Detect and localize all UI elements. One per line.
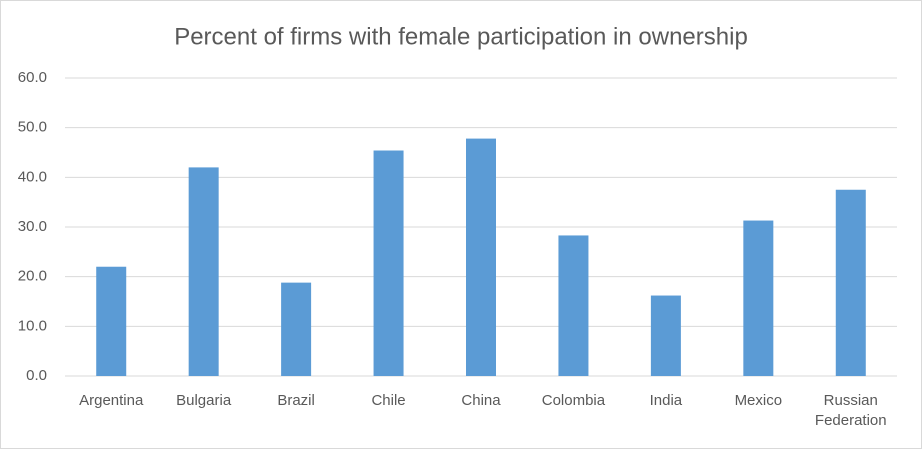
x-tick-label: Bulgaria	[176, 392, 232, 409]
bar	[96, 266, 127, 376]
bar	[558, 235, 589, 376]
x-tick-label: India	[649, 392, 683, 409]
y-tick-label: 10.0	[18, 317, 47, 334]
x-tick-label: Chile	[371, 392, 406, 409]
x-tick-label: China	[461, 392, 501, 409]
bar	[650, 295, 681, 376]
y-tick-label: 60.0	[18, 69, 47, 86]
bar	[281, 282, 312, 376]
y-tick-label: 0.0	[26, 367, 47, 384]
x-tick-label: Mexico	[734, 392, 783, 409]
x-tick-label: Argentina	[79, 392, 144, 409]
y-tick-label: 50.0	[18, 119, 47, 136]
chart-title: Percent of firms with female participati…	[174, 23, 748, 50]
x-tick-label: Colombia	[541, 392, 606, 409]
bar	[835, 189, 866, 376]
x-tick-label: Brazil	[277, 392, 315, 409]
bar	[373, 150, 404, 376]
bar	[188, 167, 219, 376]
y-tick-label: 30.0	[18, 218, 47, 235]
y-tick-label: 40.0	[18, 168, 47, 185]
bar	[743, 220, 774, 376]
y-tick-label: 20.0	[18, 268, 47, 285]
bar	[466, 138, 496, 376]
x-tick-label: Russian Federation	[814, 392, 887, 429]
